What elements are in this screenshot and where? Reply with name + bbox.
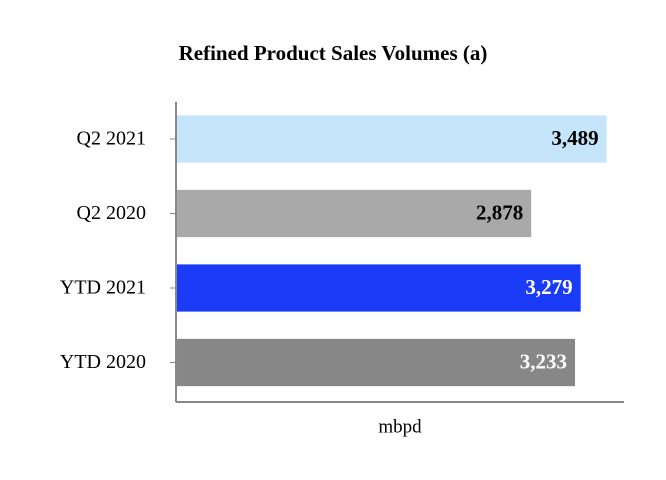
y-tick-label: Q2 2020 xyxy=(77,202,146,224)
bar xyxy=(176,264,581,312)
data-label: 3,489 xyxy=(551,126,598,150)
bar xyxy=(176,338,576,387)
y-tick-label: YTD 2020 xyxy=(60,351,146,373)
bar xyxy=(176,189,532,238)
bar xyxy=(176,115,607,163)
y-tick-label: YTD 2021 xyxy=(60,277,146,299)
chart-title: Refined Product Sales Volumes (a) xyxy=(179,41,488,65)
data-label: 3,279 xyxy=(525,275,572,299)
y-tick-label: Q2 2021 xyxy=(77,128,146,150)
x-axis-label: mbpd xyxy=(378,416,422,437)
data-label: 3,233 xyxy=(520,349,567,373)
data-label: 2,878 xyxy=(476,200,523,224)
